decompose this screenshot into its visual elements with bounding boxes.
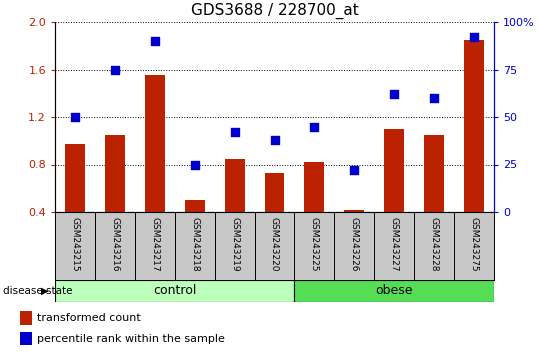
Bar: [145, 75, 165, 259]
Bar: [384, 129, 404, 259]
Bar: [65, 144, 85, 259]
Text: percentile rank within the sample: percentile rank within the sample: [37, 333, 224, 343]
Text: GSM243219: GSM243219: [230, 217, 239, 272]
Text: GSM243215: GSM243215: [71, 217, 79, 272]
Point: [230, 129, 239, 135]
Text: ▶: ▶: [40, 286, 48, 296]
Text: GSM243227: GSM243227: [390, 217, 399, 272]
FancyBboxPatch shape: [294, 280, 494, 302]
Point: [270, 137, 279, 143]
FancyBboxPatch shape: [55, 280, 294, 302]
Text: GSM243225: GSM243225: [310, 217, 319, 272]
Point: [350, 167, 358, 173]
Text: GSM243216: GSM243216: [110, 217, 119, 272]
Text: transformed count: transformed count: [37, 313, 140, 323]
Text: GSM243226: GSM243226: [350, 217, 359, 272]
Bar: [464, 40, 484, 259]
Title: GDS3688 / 228700_at: GDS3688 / 228700_at: [191, 3, 358, 19]
Point: [390, 91, 398, 97]
Point: [150, 38, 159, 44]
Bar: [185, 200, 205, 259]
Bar: [20, 311, 32, 325]
Bar: [424, 135, 444, 259]
Text: GSM243228: GSM243228: [430, 217, 439, 272]
Point: [71, 114, 79, 120]
Bar: [265, 173, 285, 259]
Bar: [105, 135, 125, 259]
Text: GSM243275: GSM243275: [469, 217, 479, 272]
Text: GSM243220: GSM243220: [270, 217, 279, 272]
Bar: [305, 162, 324, 259]
Text: control: control: [153, 285, 196, 297]
Point: [190, 162, 199, 167]
Text: GSM243217: GSM243217: [150, 217, 159, 272]
Bar: [344, 210, 364, 259]
Point: [430, 95, 438, 101]
Text: disease state: disease state: [3, 286, 72, 296]
Bar: [225, 159, 245, 259]
Point: [469, 34, 478, 40]
Bar: [20, 332, 32, 346]
Text: obese: obese: [376, 285, 413, 297]
Point: [110, 67, 119, 72]
Text: GSM243218: GSM243218: [190, 217, 199, 272]
Point: [310, 124, 319, 129]
